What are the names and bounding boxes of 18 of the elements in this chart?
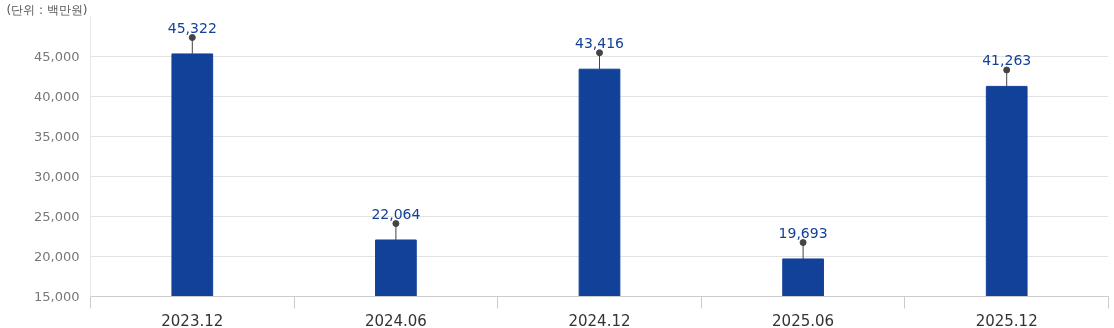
y-tick-label: 15,000 (34, 289, 80, 304)
x-tick-label: 2023.12 (161, 311, 224, 328)
y-tick-label: 20,000 (34, 249, 80, 264)
x-tick-label: 2024.06 (364, 311, 427, 328)
x-tick-label: 2024.12 (568, 311, 631, 328)
data-label: 43,416 (575, 34, 625, 51)
data-label: 22,064 (371, 205, 421, 222)
y-tick-label: 35,000 (34, 129, 80, 144)
y-tick-label: 45,000 (34, 49, 80, 64)
x-tick-label: 2025.06 (772, 311, 835, 328)
y-tick-label: 30,000 (34, 169, 80, 184)
data-label: 45,322 (167, 19, 217, 36)
text: (단위 : 백만원) (6, 2, 88, 17)
y-tick-label: 40,000 (34, 89, 80, 104)
data-label: 19,693 (778, 224, 828, 241)
y-tick-label: 25,000 (34, 209, 80, 224)
x-tick-label: 2025.12 (975, 311, 1038, 328)
data-label: 41,263 (982, 51, 1032, 68)
